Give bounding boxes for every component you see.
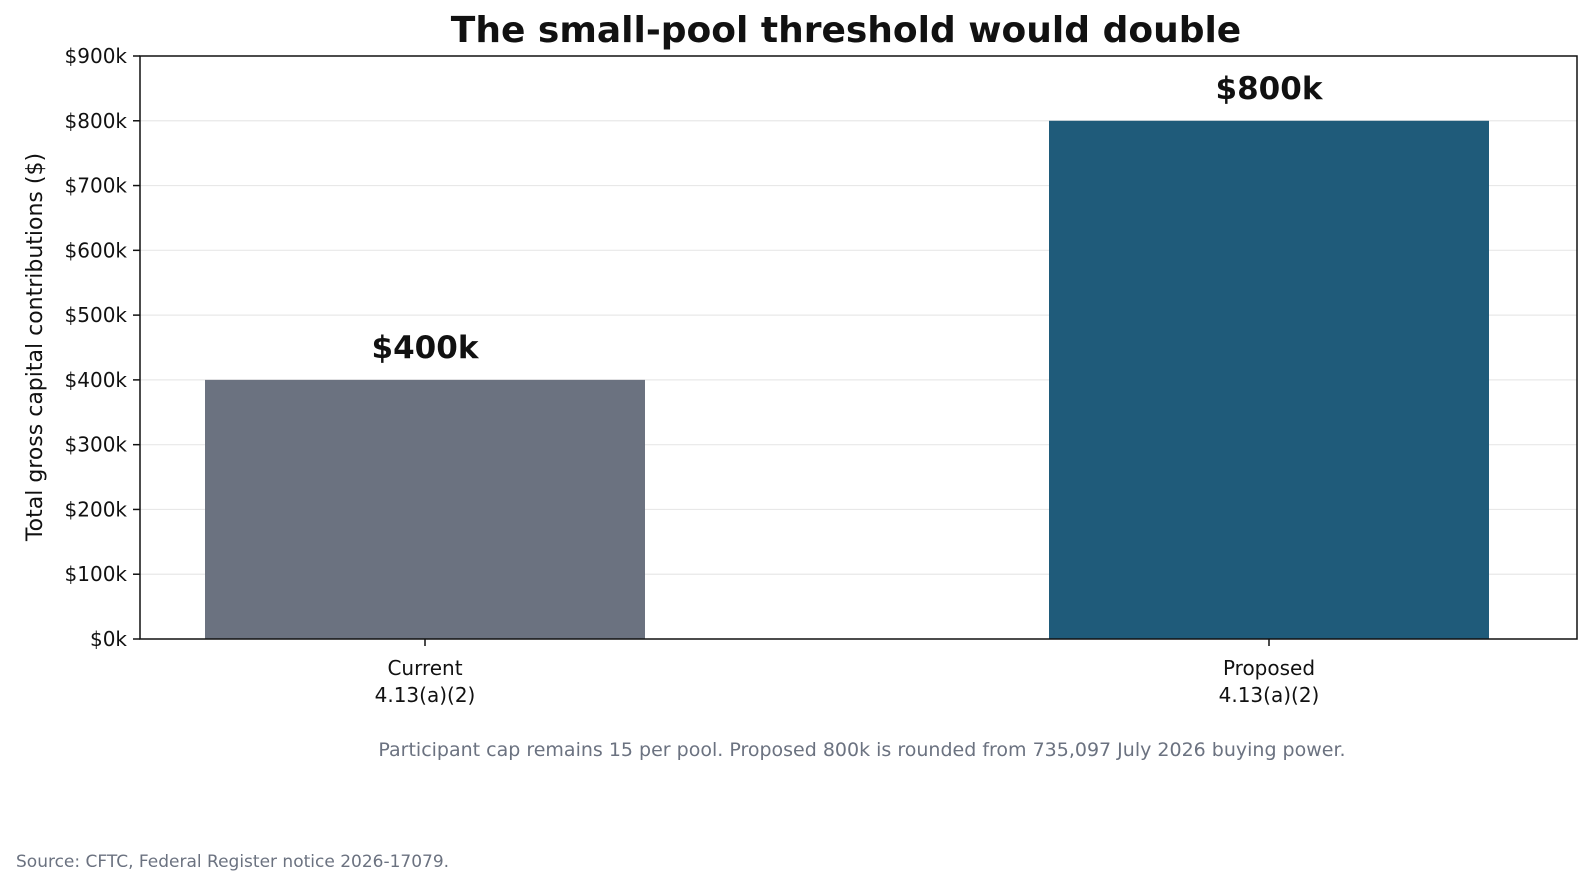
y-tick-label: $800k [65, 109, 128, 133]
y-tick-label: $100k [65, 562, 128, 586]
x-tick-label: Proposed [1223, 656, 1315, 680]
y-tick-label: $500k [65, 303, 128, 327]
x-tick-label-line2: 4.13(a)(2) [1219, 683, 1320, 707]
bar [1049, 120, 1489, 640]
bar-value-labels: $400k $800k [372, 71, 1324, 366]
chart-note: Participant cap remains 15 per pool. Pro… [378, 739, 1345, 761]
bar [205, 379, 645, 639]
y-tick-label: $600k [65, 238, 128, 262]
y-tick-label: $700k [65, 174, 128, 198]
x-tick-label: Current [387, 656, 462, 680]
y-tick-label: $200k [65, 497, 128, 521]
plot-frame [139, 55, 1578, 640]
x-axis-ticks: Current 4.13(a)(2) Proposed 4.13(a)(2) [375, 639, 1320, 707]
chart-title: The small-pool threshold would double [451, 10, 1241, 51]
bar-value-label: $400k [372, 330, 480, 366]
bar-value-label: $800k [1216, 71, 1324, 107]
bars [205, 120, 1489, 640]
y-axis-ticks: $0k $100k $200k $300k $400k $500k $600k $700k $8… [65, 44, 140, 651]
source-note: Source: CFTC, Federal Register notice 20… [16, 852, 449, 872]
y-tick-label: $400k [65, 368, 128, 392]
y-tick-label: $300k [65, 433, 128, 457]
y-tick-label: $900k [65, 44, 128, 68]
y-tick-label: $0k [90, 627, 127, 651]
y-axis-label: Total gross capital contributions ($) [23, 153, 48, 542]
x-tick-label-line2: 4.13(a)(2) [375, 683, 476, 707]
